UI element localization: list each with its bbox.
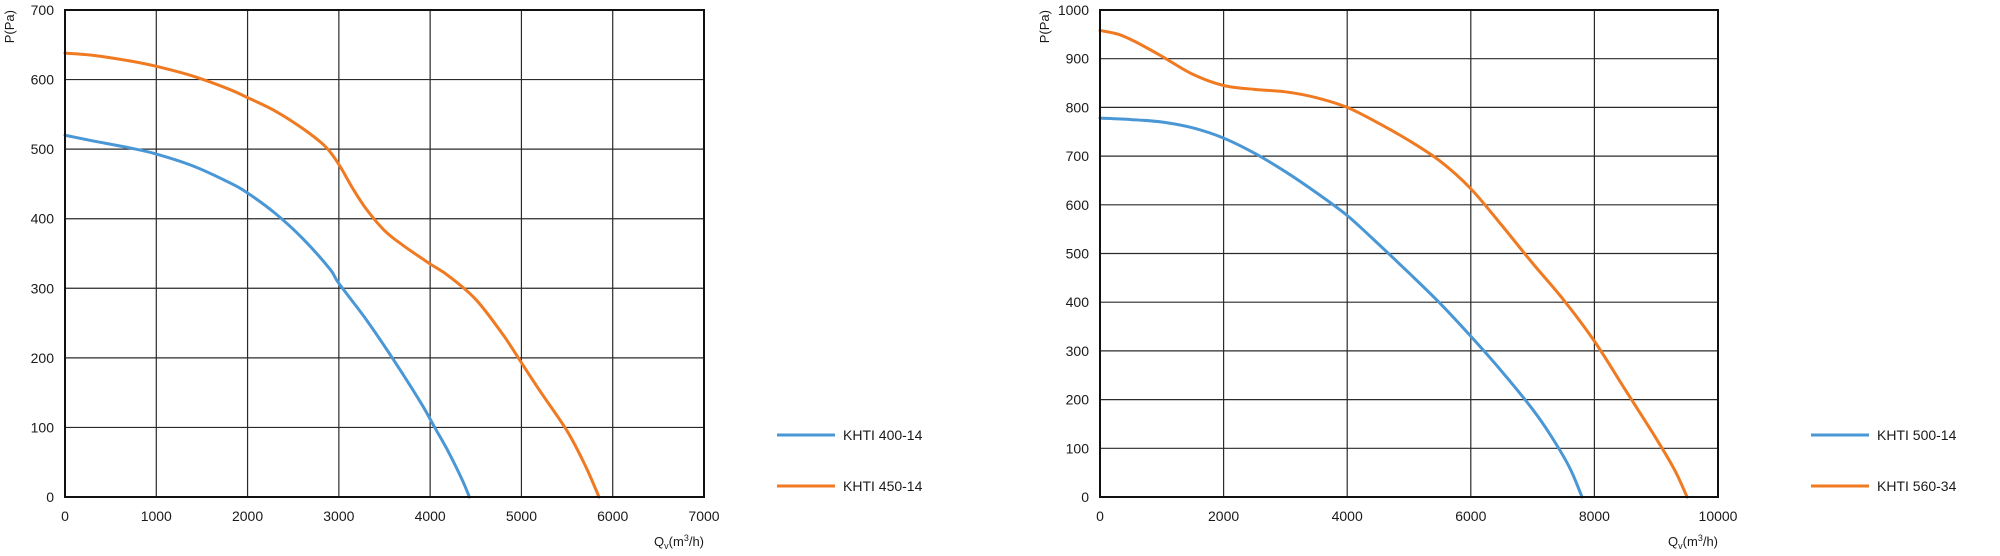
chart-1-legend: KHTI 400-14 KHTI 450-14 [777,427,923,494]
chart-1-y-tick-label: 100 [31,419,55,435]
chart-1-y-ticks: 0 100 200 300 400 500 600 700 [31,2,55,505]
chart-1-x-tick-label: 0 [61,508,69,524]
chart-2-y-tick-label: 900 [1066,51,1090,67]
chart-2: 0 100 200 300 400 500 600 700 800 900 1000 0 2000 40… [1037,2,1957,551]
chart-2-x-tick-label: 2000 [1208,508,1239,524]
chart-1-x-tick-label: 1000 [141,508,172,524]
chart-2-x-tick-label: 4000 [1332,508,1363,524]
chart-2-legend-label-1: KHTI 500-14 [1877,427,1957,443]
chart-2-y-tick-label: 500 [1066,246,1090,262]
chart-2-series-1-line [1098,116,1584,499]
chart-2-x-axis-label: Qv(m3/h) [1668,533,1718,551]
chart-1-series-2-line [63,51,601,499]
chart-1-legend-label-1: KHTI 400-14 [843,427,923,443]
chart-1-y-tick-label: 300 [31,280,55,296]
chart-2-y-tick-label: 200 [1066,392,1090,408]
chart-1-y-tick-label: 400 [31,211,55,227]
chart-2-y-axis-label: P(Pa) [1037,10,1052,43]
chart-1-y-tick-label: 0 [46,489,54,505]
chart-1-legend-label-2: KHTI 450-14 [843,478,923,494]
chart-1-y-tick-label: 200 [31,350,55,366]
chart-1-y-tick-label: 700 [31,2,55,18]
chart-1-x-tick-label: 4000 [415,508,446,524]
chart-1-x-tick-label: 6000 [597,508,628,524]
chart-1: 0 100 200 300 400 500 600 700 0 1000 2000 3000 4000… [2,2,923,551]
chart-2-series-2-line [1098,28,1689,499]
chart-2-legend-item-2: KHTI 560-34 [1811,478,1957,494]
chart-1-series-1-line [63,133,471,499]
chart-1-legend-item-1: KHTI 400-14 [777,427,923,443]
chart-2-y-tick-label: 100 [1066,440,1090,456]
chart-2-y-tick-label: 300 [1066,343,1090,359]
chart-1-legend-item-2: KHTI 450-14 [777,478,923,494]
chart-2-legend-item-1: KHTI 500-14 [1811,427,1957,443]
chart-1-grid [64,9,705,498]
chart-2-series [1098,28,1689,499]
chart-2-x-tick-label: 0 [1096,508,1104,524]
chart-1-y-tick-label: 600 [31,72,55,88]
chart-1-x-axis-label: Qv(m3/h) [654,533,704,551]
chart-2-y-tick-label: 600 [1066,197,1090,213]
chart-2-y-tick-label: 800 [1066,99,1090,115]
chart-1-x-tick-label: 7000 [688,508,719,524]
chart-1-x-tick-label: 2000 [232,508,263,524]
chart-2-legend-label-2: KHTI 560-34 [1877,478,1957,494]
chart-2-y-tick-label: 400 [1066,294,1090,310]
chart-2-y-tick-label: 0 [1081,489,1089,505]
chart-2-frame [1099,9,1719,498]
chart-1-x-ticks: 0 1000 2000 3000 4000 5000 6000 7000 [61,508,720,524]
chart-2-y-tick-label: 1000 [1058,2,1089,18]
chart-1-x-tick-label: 5000 [506,508,537,524]
chart-1-series [63,51,601,499]
chart-1-y-tick-label: 500 [31,141,55,157]
chart-1-frame [64,9,705,498]
chart-2-legend: KHTI 500-14 KHTI 560-34 [1811,427,1957,494]
chart-1-y-axis-label: P(Pa) [2,10,17,43]
chart-2-x-tick-label: 8000 [1579,508,1610,524]
chart-2-x-ticks: 0 2000 4000 6000 8000 10000 [1096,508,1738,524]
chart-1-plot-area [65,10,704,497]
chart-2-x-tick-label: 10000 [1699,508,1738,524]
chart-2-x-tick-label: 6000 [1455,508,1486,524]
chart-2-y-tick-label: 700 [1066,148,1090,164]
chart-1-x-tick-label: 3000 [323,508,354,524]
chart-2-y-ticks: 0 100 200 300 400 500 600 700 800 900 1000 [1058,2,1089,505]
